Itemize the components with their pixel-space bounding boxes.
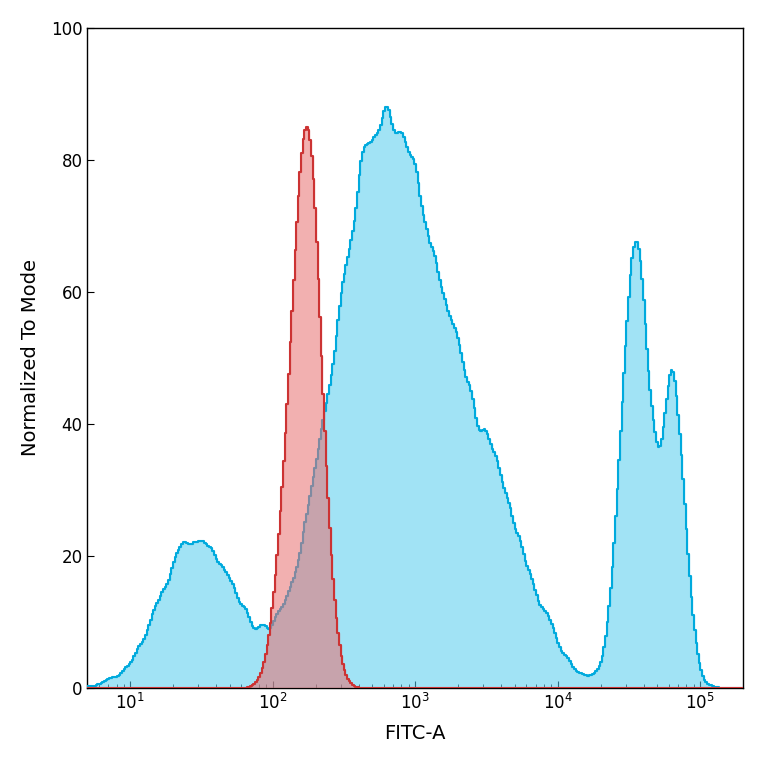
Polygon shape (87, 127, 743, 688)
X-axis label: FITC-A: FITC-A (384, 724, 446, 743)
Polygon shape (87, 107, 743, 688)
Y-axis label: Normalized To Mode: Normalized To Mode (21, 260, 40, 456)
